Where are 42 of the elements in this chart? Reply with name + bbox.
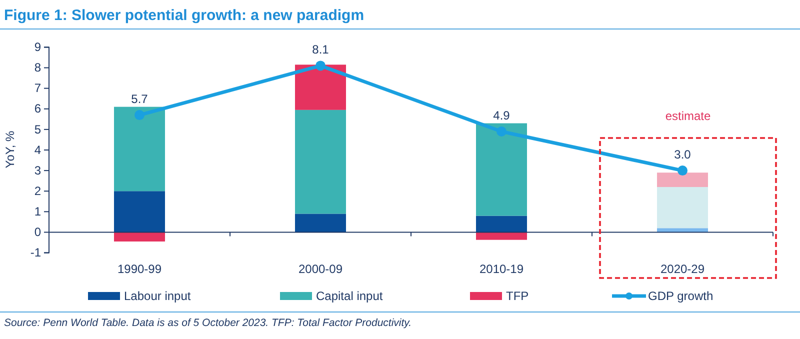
legend-label: TFP <box>506 289 529 303</box>
legend-label: Capital input <box>316 289 384 303</box>
data-label: 4.9 <box>493 108 510 122</box>
bar <box>657 172 708 188</box>
y-tick-label: 5 <box>34 122 42 136</box>
y-tick-label: 1 <box>34 204 42 219</box>
bar <box>476 123 527 216</box>
y-tick-label: 4 <box>34 142 42 157</box>
point <box>134 110 144 120</box>
y-tick-label: 9 <box>34 40 42 54</box>
x-tick-label: 2020-29 <box>660 262 705 276</box>
annotation: estimate <box>665 109 711 123</box>
source-note: Source: Penn World Table. Data is as of 5 October 2023. TFP: Total Factor Productivity. <box>4 317 412 329</box>
bar <box>657 187 708 228</box>
bar <box>295 214 346 232</box>
y-tick-label: 0 <box>34 225 42 240</box>
point <box>496 126 506 136</box>
x-tick-label: 2000-09 <box>298 262 343 276</box>
data-label: 8.1 <box>312 42 330 57</box>
bar <box>295 110 346 214</box>
bar <box>114 106 165 192</box>
point <box>678 166 688 176</box>
x-tick-label: 1990-99 <box>117 262 162 276</box>
point <box>316 60 326 71</box>
y-tick-label: 6 <box>34 102 42 116</box>
bar <box>114 232 165 242</box>
legend-label: Labour input <box>124 289 192 303</box>
chart-title: Figure 1: Slower potential growth: a new paradigm <box>4 7 364 24</box>
x-tick-label: 2010-19 <box>479 262 524 276</box>
bar <box>476 216 527 232</box>
y-axis-title: YoY, % <box>3 130 17 168</box>
data-label: 5.7 <box>131 92 148 106</box>
y-tick-label: 3 <box>34 163 42 178</box>
bar <box>476 232 527 240</box>
y-tick-label: 8 <box>34 60 42 75</box>
data-label: 3.0 <box>674 148 692 162</box>
y-tick-label: 2 <box>34 184 42 198</box>
bar <box>114 191 165 232</box>
bar <box>295 64 346 110</box>
legend-label: GDP growth <box>648 289 714 303</box>
y-tick-label: 7 <box>34 81 42 96</box>
y-tick-label: -1 <box>30 246 42 260</box>
